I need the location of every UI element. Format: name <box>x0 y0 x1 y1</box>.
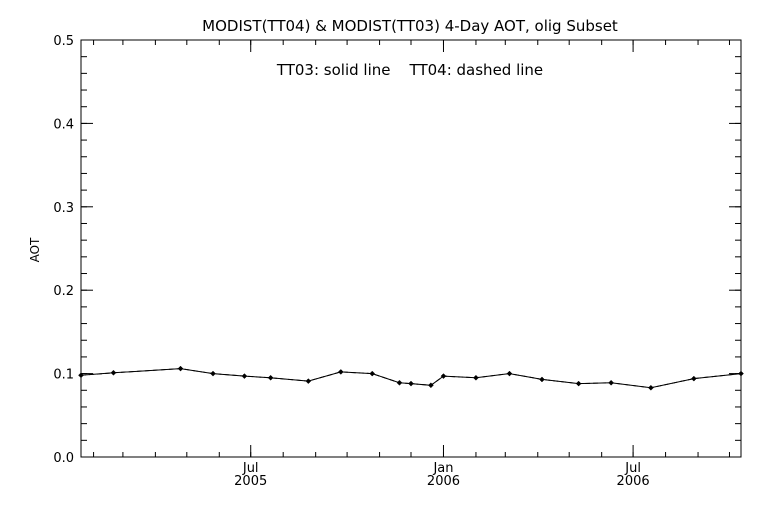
y-tick-label: 0.3 <box>53 201 74 216</box>
y-tick-label: 0.1 <box>53 368 74 383</box>
data-point <box>738 370 744 377</box>
y-tick-label: 0.5 <box>53 34 74 49</box>
y-tick-label: 0.2 <box>53 284 74 299</box>
y-axis-label: AOT <box>28 237 42 262</box>
series-style-note: TT03: solid line TT04: dashed line <box>276 61 543 79</box>
x-tick-label: Jul <box>242 461 259 476</box>
series-layer <box>78 365 744 391</box>
data-point <box>408 380 414 387</box>
y-tick-label: 0.4 <box>53 117 74 132</box>
y-tick-label: 0.0 <box>53 451 74 466</box>
plot-frame <box>80 39 742 458</box>
data-point <box>691 375 697 382</box>
data-point <box>369 370 376 377</box>
x-tick-year-label: 2005 <box>234 474 267 489</box>
x-tick-year-label: 2006 <box>617 474 650 489</box>
y-axis: 0.0 0.1 0.2 0.3 0.4 0.5 <box>53 34 741 466</box>
chart-title: MODIST(TT04) & MODIST(TT03) 4-Day AOT, o… <box>202 17 618 35</box>
x-tick-label: Jan <box>432 461 453 476</box>
x-tick-year-label: 2006 <box>427 474 460 489</box>
data-point <box>337 369 344 375</box>
data-point <box>267 374 274 381</box>
x-tick-label: Jul <box>624 461 641 476</box>
